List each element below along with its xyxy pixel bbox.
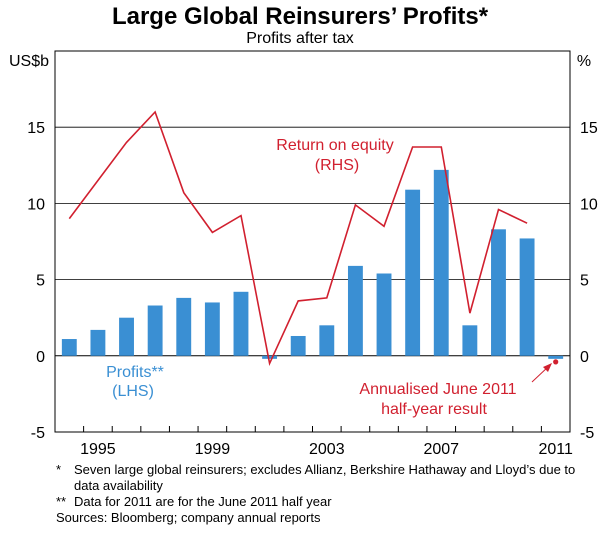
profits-bar [262, 355, 278, 359]
footnote-1-text: Seven large global reinsurers; excludes … [74, 462, 576, 493]
profits-bar [147, 305, 163, 356]
chart-title: Large Global Reinsurers’ Profits* [112, 3, 489, 30]
y-tick-label-left: 5 [36, 273, 45, 290]
annualised-2011-point [553, 359, 559, 365]
profits-bar [548, 355, 564, 359]
y-tick-label-left: -5 [31, 425, 45, 442]
profits-bar [319, 325, 335, 356]
profits-bar [405, 189, 421, 356]
left-axis-unit: US$b [9, 53, 49, 70]
y-tick-label-right: 5 [580, 273, 589, 290]
profits-bar [462, 325, 478, 356]
y-tick-label-right: 15 [580, 120, 598, 137]
roe-line [68, 110, 528, 367]
y-tick-label-right: 0 [580, 349, 589, 366]
right-axis-unit: % [577, 53, 591, 70]
profits-bar [204, 302, 220, 356]
profits-lhs-label: (LHS) [112, 383, 154, 400]
x-tick-label: 1995 [80, 441, 116, 458]
y-tick-label-left: 15 [27, 120, 45, 137]
footnote-2-text: Data for 2011 are for the June 2011 half… [74, 494, 332, 509]
x-tick-label: 1999 [195, 441, 231, 458]
y-tick-labels: -5 -5 0 0 5 5 10 10 15 15 [27, 120, 598, 442]
chart-subtitle: Profits after tax [246, 30, 354, 47]
x-tick-labels: 1995 1999 2003 2007 2011 [80, 441, 573, 458]
annotation-arrow-head [543, 363, 552, 372]
footnote-2-mark: ** [56, 494, 67, 509]
annotations: Return on equity (RHS) Profits** (LHS) A… [106, 137, 552, 418]
profits-label: Profits** [106, 364, 164, 381]
footnote-2: ** Data for 2011 are for the June 2011 h… [56, 494, 596, 510]
y-tick-label-left: 0 [36, 349, 45, 366]
profits-bar [290, 335, 306, 356]
profits-bar [233, 291, 249, 356]
profits-bar [491, 229, 506, 356]
y-tick-label-left: 10 [27, 196, 45, 213]
x-tick-label: 2003 [309, 441, 345, 458]
roe-line-group [68, 110, 559, 367]
sources: Sources: Bloomberg; company annual repor… [56, 510, 321, 525]
plot-frame [54, 50, 571, 433]
profits-bar [90, 329, 106, 356]
profits-bar [176, 297, 192, 356]
profits-bars [61, 169, 564, 359]
profits-bar [433, 169, 449, 356]
profits-bar [119, 317, 134, 356]
profits-bar [376, 273, 392, 356]
roe-label: Return on equity [276, 137, 393, 154]
footnote-1: * Seven large global reinsurers; exclude… [56, 462, 596, 494]
profits-bar [61, 339, 77, 356]
y-tick-label-right: 10 [580, 196, 598, 213]
x-tick-label: 2007 [423, 441, 459, 458]
annualised-label: Annualised June 2011 [359, 381, 516, 398]
x-tick-label: 2011 [538, 441, 573, 458]
y-tick-label-right: -5 [580, 425, 594, 442]
profits-bar [347, 265, 363, 356]
roe-rhs-label: (RHS) [315, 157, 359, 174]
footnote-1-mark: * [56, 462, 62, 477]
footnotes: * Seven large global reinsurers; exclude… [56, 462, 596, 526]
half-year-label: half-year result [381, 401, 487, 418]
profits-bar [519, 238, 535, 356]
